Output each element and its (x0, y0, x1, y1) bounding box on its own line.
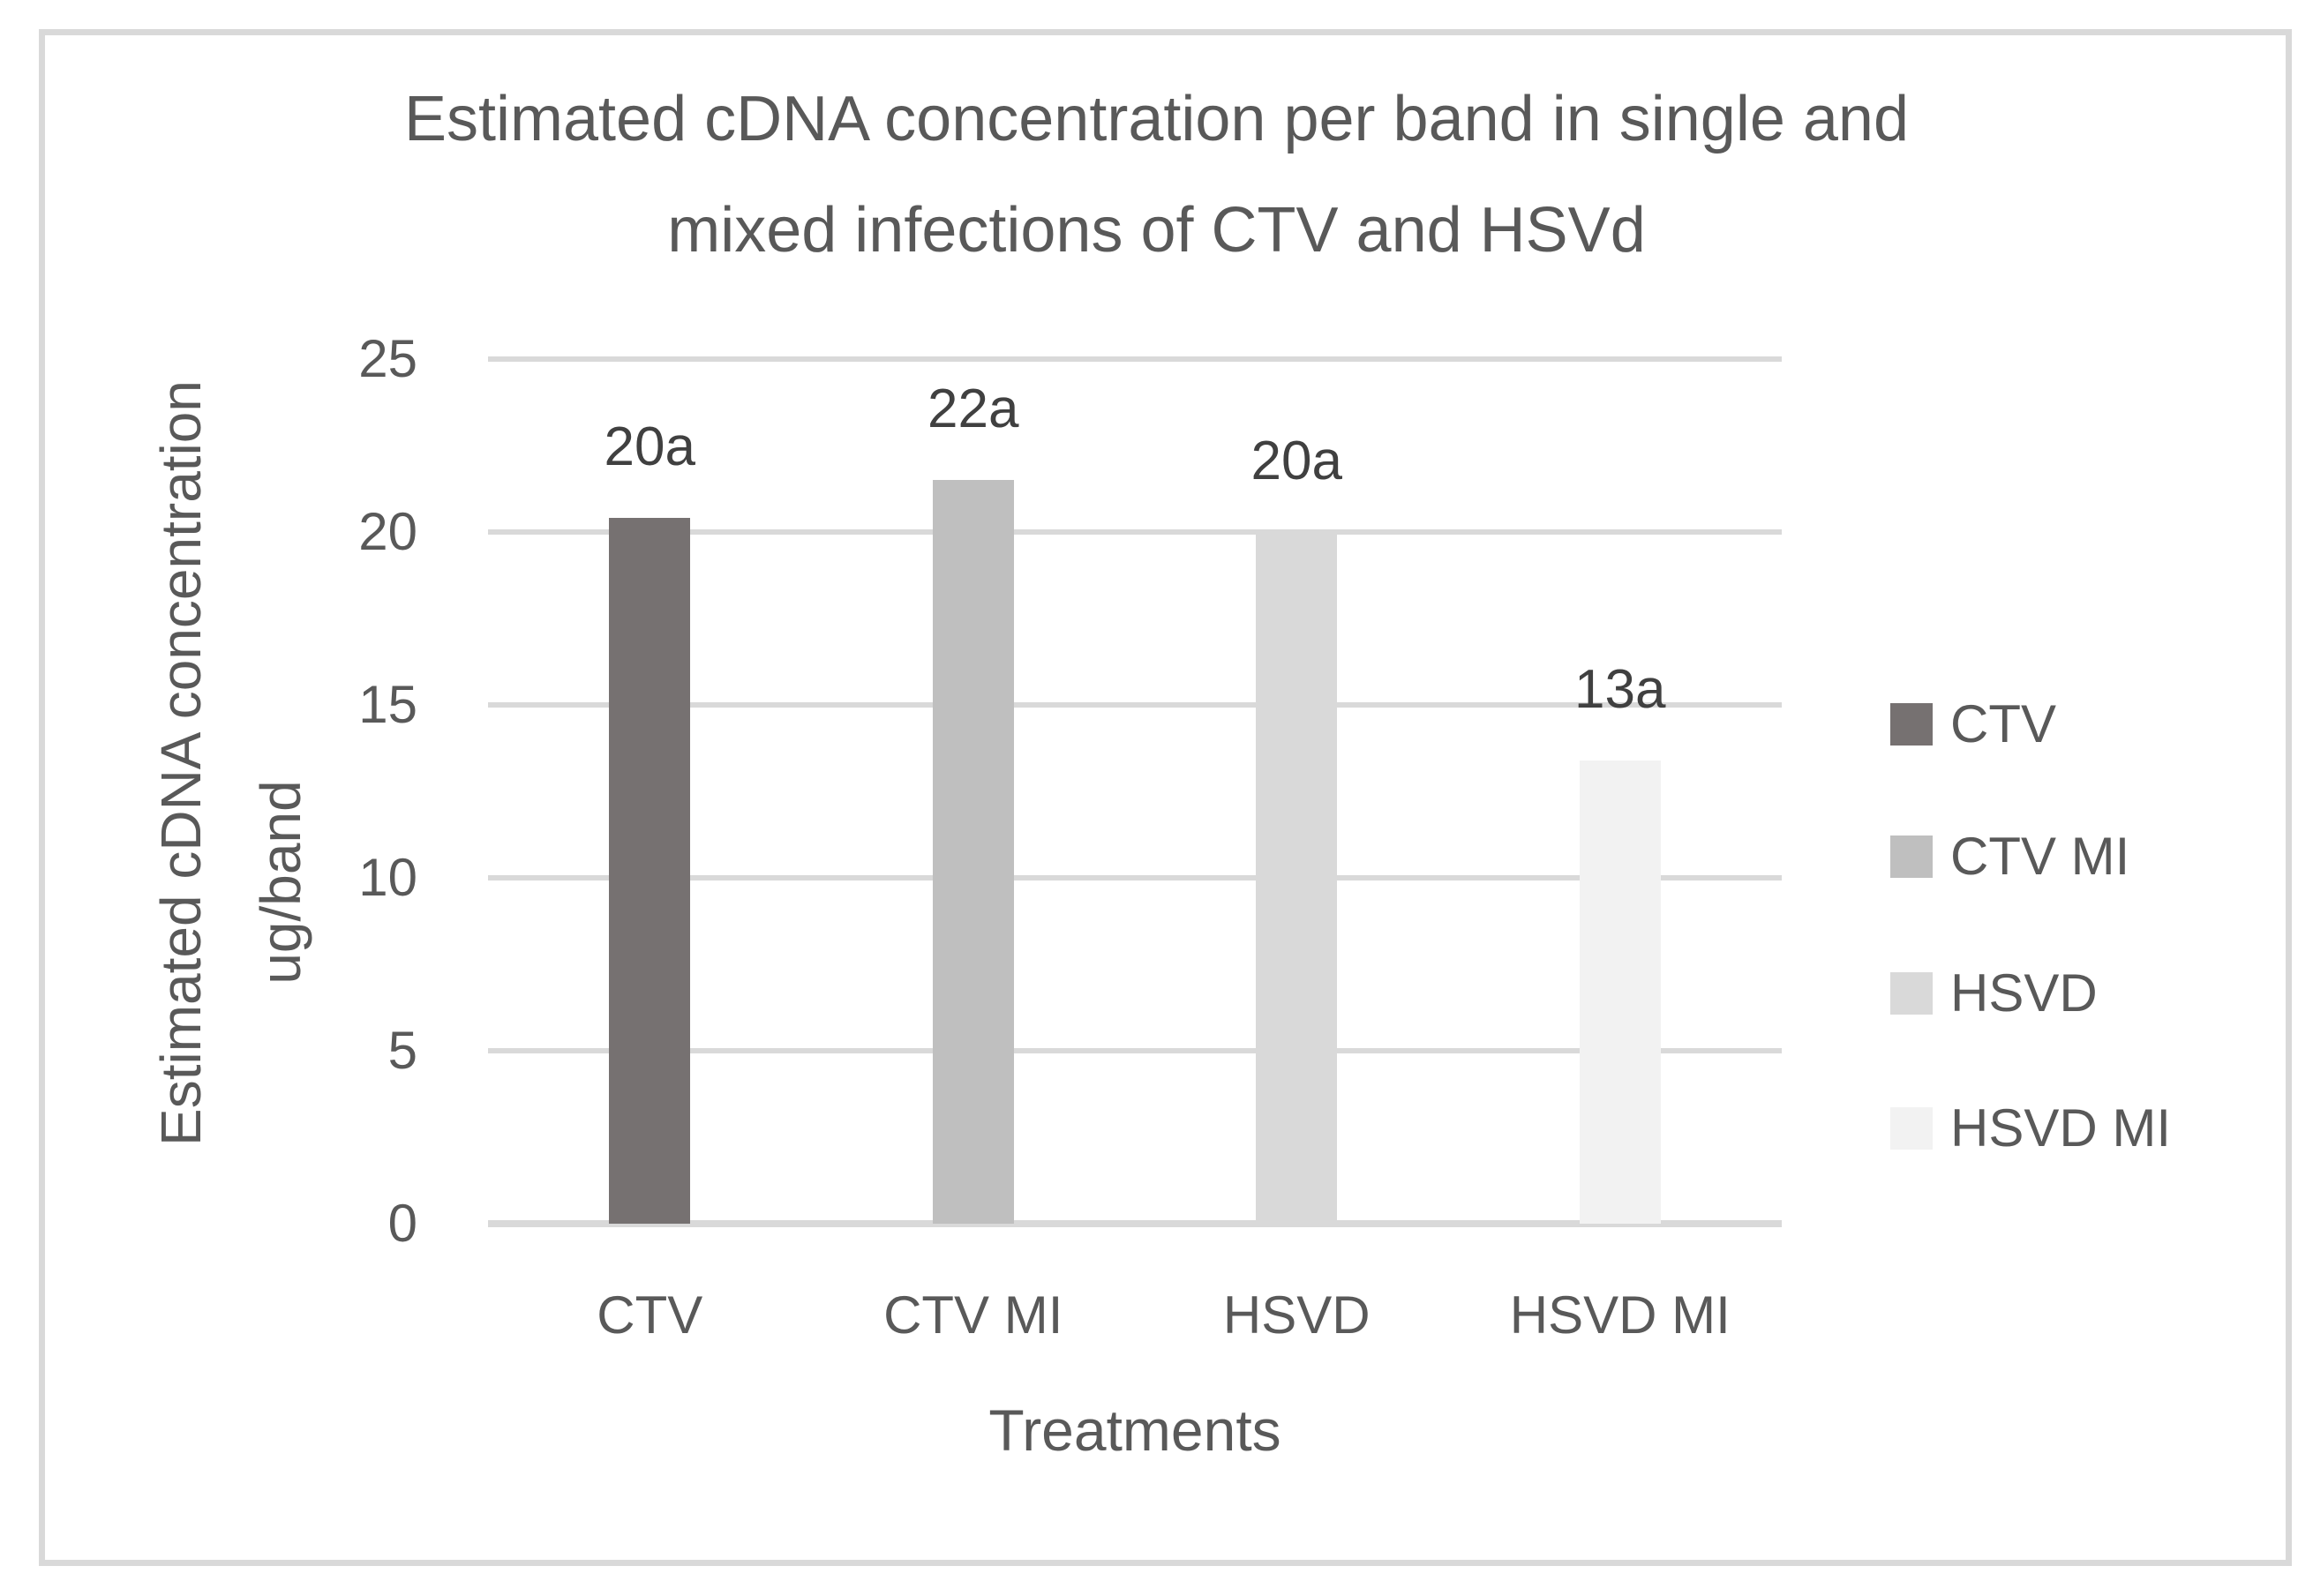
gridline (488, 1048, 1782, 1053)
legend-swatch-ctv (1890, 703, 1933, 746)
gridline (488, 875, 1782, 880)
y-axis-tick-label: 20 (358, 502, 417, 561)
bar-hsvd (1256, 532, 1338, 1224)
x-axis-title: Treatments (988, 1397, 1281, 1463)
x-axis-category-label-hsvd-mi: HSVD MI (1509, 1285, 1731, 1345)
chart-title-line-1: Estimated cDNA concentration per band in… (403, 84, 1909, 154)
gridline (488, 702, 1782, 708)
legend-entry-ctv-mi: CTV MI (1890, 830, 2129, 883)
figure-border (39, 29, 2292, 1566)
bar-value-label-hsvd: 20a (1250, 431, 1342, 491)
y-axis-tick-label: 25 (358, 329, 417, 388)
gridline (488, 529, 1782, 535)
y-axis-tick-label: 15 (358, 675, 417, 734)
bar-hsvd-mi (1579, 760, 1661, 1224)
chart-title-line-2: mixed infections of CTV and HSVd (667, 195, 1646, 266)
y-axis-tick-label: 10 (358, 848, 417, 907)
chart-title: Estimated cDNA concentration per band in… (0, 64, 2313, 286)
legend-entry-hsvd: HSVD (1890, 967, 2098, 1020)
y-axis-tick-label: 5 (387, 1021, 417, 1080)
legend-swatch-hsvd-mi (1890, 1107, 1933, 1150)
bar-ctv (609, 518, 691, 1224)
y-axis-title-line-1: Estimated cDNA concentration (149, 380, 213, 1146)
gridline (488, 356, 1782, 362)
x-axis-category-label-ctv-mi: CTV MI (883, 1285, 1063, 1345)
bar-ctv-mi (932, 480, 1014, 1224)
legend-label-hsvd: HSVD (1950, 963, 2098, 1023)
gridline (488, 1220, 1782, 1227)
legend-label-ctv: CTV (1950, 694, 2056, 753)
bar-value-label-ctv-mi: 22a (927, 378, 1019, 440)
legend-label-ctv-mi: CTV MI (1950, 827, 2130, 886)
x-axis-category-label-ctv: CTV (597, 1285, 703, 1345)
legend-entry-hsvd-mi: HSVD MI (1890, 1102, 2171, 1155)
legend-swatch-hsvd (1890, 972, 1933, 1015)
x-axis-category-label-hsvd: HSVD (1222, 1285, 1371, 1345)
legend-label-hsvd-mi: HSVD MI (1950, 1098, 2172, 1158)
bar-value-label-ctv: 20a (604, 416, 695, 478)
bar-value-label-hsvd-mi: 13a (1574, 658, 1666, 720)
legend-swatch-ctv-mi (1890, 835, 1933, 878)
legend-entry-ctv: CTV (1890, 698, 2056, 751)
y-axis-tick-label: 0 (387, 1194, 417, 1253)
